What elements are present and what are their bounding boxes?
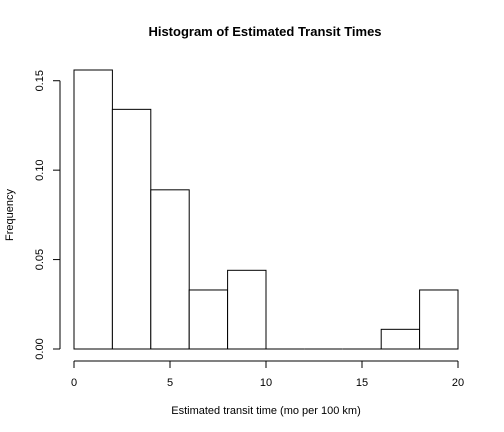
x-tick-label: 10: [260, 377, 272, 389]
x-tick-label: 5: [167, 377, 173, 389]
x-tick-label: 0: [71, 377, 77, 389]
x-axis-label: Estimated transit time (mo per 100 km): [171, 405, 361, 417]
histogram-bar: [150, 189, 190, 350]
y-tick-label: 0.10: [34, 159, 46, 180]
y-tick-label: 0.00: [34, 338, 46, 359]
bars-group: [73, 69, 459, 350]
x-tick-label: 15: [356, 377, 368, 389]
y-tick-label: 0.15: [34, 70, 46, 91]
histogram-bar: [380, 328, 421, 350]
x-tick-label: 20: [452, 377, 464, 389]
histogram-bar: [73, 69, 113, 350]
histogram-bar: [111, 108, 152, 350]
chart-title: Histogram of Estimated Transit Times: [148, 24, 381, 39]
x-axis: 0 5 10 15 20: [71, 360, 464, 389]
y-tick-label: 0.05: [34, 249, 46, 270]
histogram-bar: [227, 269, 267, 350]
histogram-bar: [419, 289, 459, 350]
histogram-bar: [188, 289, 229, 350]
y-axis-label: Frequency: [4, 189, 16, 241]
y-axis: 0.00 0.05 0.10 0.15: [34, 70, 61, 360]
